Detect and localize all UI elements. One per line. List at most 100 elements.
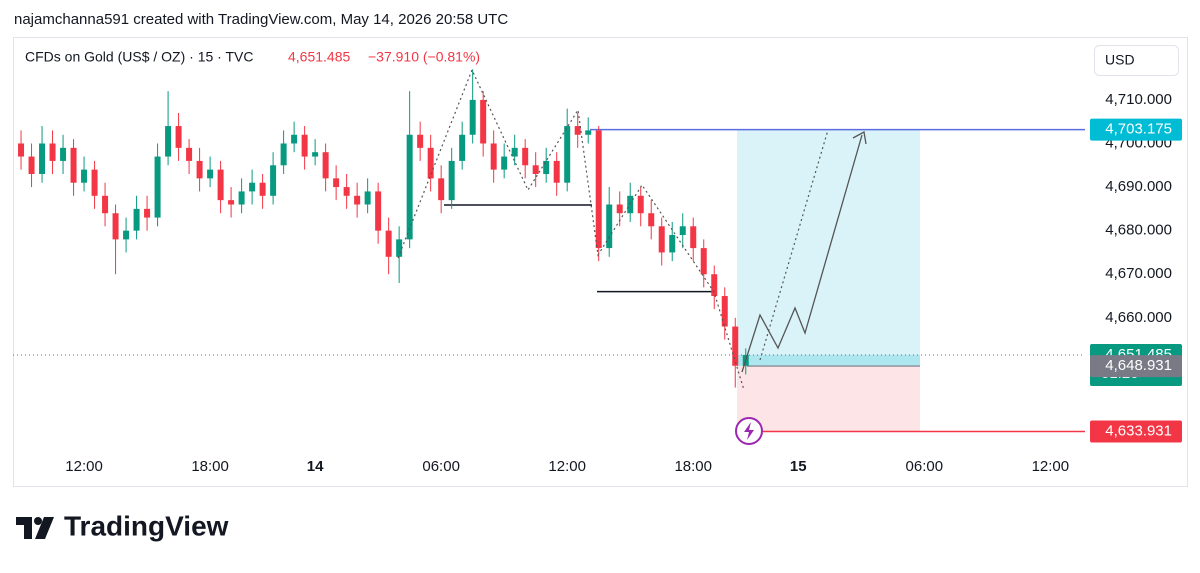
candle-body bbox=[606, 204, 613, 249]
candle-body bbox=[574, 126, 581, 135]
candle-body bbox=[427, 147, 434, 179]
x-tick-label: 18:00 bbox=[191, 458, 229, 475]
candle-body bbox=[60, 147, 67, 161]
candle-body bbox=[711, 274, 718, 297]
symbol-title: CFDs on Gold (US$ / OZ) · 15 · TVC bbox=[25, 49, 253, 65]
y-tick-label: 4,680.000 bbox=[1105, 222, 1172, 239]
candle-body bbox=[217, 169, 224, 201]
candle-body bbox=[207, 169, 214, 179]
candle-body bbox=[364, 191, 371, 205]
candle-body bbox=[511, 147, 518, 157]
brand-logo bbox=[16, 517, 54, 539]
currency-label[interactable]: USD bbox=[1105, 52, 1135, 68]
candle-body bbox=[448, 160, 455, 201]
candle-body bbox=[480, 99, 487, 144]
candle-body bbox=[522, 147, 529, 166]
candle-body bbox=[81, 169, 88, 183]
entry-label-text: 4,648.931 bbox=[1105, 357, 1172, 374]
candle-body bbox=[249, 182, 256, 192]
candle-body bbox=[669, 235, 676, 253]
candle-body bbox=[543, 160, 550, 174]
candle-body bbox=[501, 156, 508, 170]
chart-frame bbox=[13, 37, 1188, 487]
candle-body bbox=[175, 126, 182, 148]
candle-body bbox=[732, 326, 739, 366]
currency-button[interactable] bbox=[1094, 45, 1179, 76]
candle-body bbox=[438, 178, 445, 201]
stop-label-box bbox=[1090, 420, 1182, 443]
candle-body bbox=[616, 204, 623, 214]
candle-body bbox=[154, 156, 161, 218]
candle-body bbox=[70, 147, 77, 183]
candle-body bbox=[28, 156, 35, 174]
candle-body bbox=[228, 200, 235, 205]
candle-body bbox=[165, 126, 172, 157]
open-profit-zone bbox=[737, 354, 920, 367]
candle-body bbox=[658, 226, 665, 253]
candle-body bbox=[553, 160, 560, 183]
candle-body bbox=[123, 230, 130, 240]
brand-name: TradingView bbox=[64, 510, 229, 541]
candle-body bbox=[133, 208, 140, 231]
candle-body bbox=[490, 143, 497, 170]
candle-body bbox=[679, 226, 686, 236]
price-change: −37.910 (−0.81%) bbox=[368, 49, 480, 65]
candle-body bbox=[102, 195, 109, 214]
x-tick-label: 06:00 bbox=[906, 458, 944, 475]
projection-path bbox=[741, 134, 863, 373]
alert-bolt bbox=[744, 422, 754, 440]
caption: najamchanna591 created with TradingView.… bbox=[14, 11, 508, 28]
last-price: 4,651.485 bbox=[288, 49, 350, 65]
stop-label-text: 4,633.931 bbox=[1105, 422, 1172, 439]
y-tick-label: 4,660.000 bbox=[1105, 309, 1172, 326]
candle-body bbox=[322, 152, 329, 179]
candle-body bbox=[280, 143, 287, 166]
x-tick-label: 18:00 bbox=[674, 458, 712, 475]
candle-body bbox=[39, 143, 46, 174]
candle-body bbox=[385, 230, 392, 257]
candle-body bbox=[721, 296, 728, 327]
candle-body bbox=[690, 226, 697, 249]
candle-body bbox=[186, 147, 193, 161]
entry-label-box bbox=[1090, 355, 1182, 378]
candle-body bbox=[417, 134, 424, 148]
y-tick-label: 4,710.000 bbox=[1105, 91, 1172, 108]
x-tick-label: 12:00 bbox=[1032, 458, 1070, 475]
candle-body bbox=[196, 160, 203, 179]
candle-body bbox=[301, 134, 308, 157]
candle-body bbox=[585, 130, 592, 135]
candle-body bbox=[238, 191, 245, 205]
candle-body bbox=[112, 213, 119, 240]
candle-body bbox=[648, 213, 655, 227]
x-tick-label: 12:00 bbox=[65, 458, 103, 475]
candle-body bbox=[459, 134, 466, 161]
y-tick-label: 4,690.000 bbox=[1105, 178, 1172, 195]
zigzag-drawing bbox=[397, 68, 745, 391]
stop-zone bbox=[737, 366, 920, 432]
x-tick-label: 15 bbox=[790, 458, 807, 475]
candle-body bbox=[333, 178, 340, 188]
candle-body bbox=[469, 99, 476, 135]
candle-body bbox=[532, 165, 539, 174]
y-tick-label: 4,670.000 bbox=[1105, 265, 1172, 282]
candle-body bbox=[18, 143, 25, 157]
plot-area bbox=[13, 69, 1085, 433]
candle-body bbox=[312, 152, 319, 157]
candle-body bbox=[354, 195, 361, 205]
candle-body bbox=[700, 248, 707, 275]
x-tick-label: 06:00 bbox=[422, 458, 460, 475]
x-tick-label: 12:00 bbox=[548, 458, 586, 475]
candle-body bbox=[637, 195, 644, 214]
candle-body bbox=[91, 169, 98, 196]
candle-body bbox=[595, 130, 602, 249]
candle-body bbox=[375, 191, 382, 231]
candle-body bbox=[564, 126, 571, 183]
candle-body bbox=[396, 239, 403, 257]
candle-body bbox=[49, 143, 56, 161]
candle-body bbox=[144, 208, 151, 218]
candle-body bbox=[406, 134, 413, 240]
candle-body bbox=[259, 182, 266, 196]
target-label-box bbox=[1090, 118, 1182, 141]
target-label-text: 4,703.175 bbox=[1105, 121, 1172, 138]
